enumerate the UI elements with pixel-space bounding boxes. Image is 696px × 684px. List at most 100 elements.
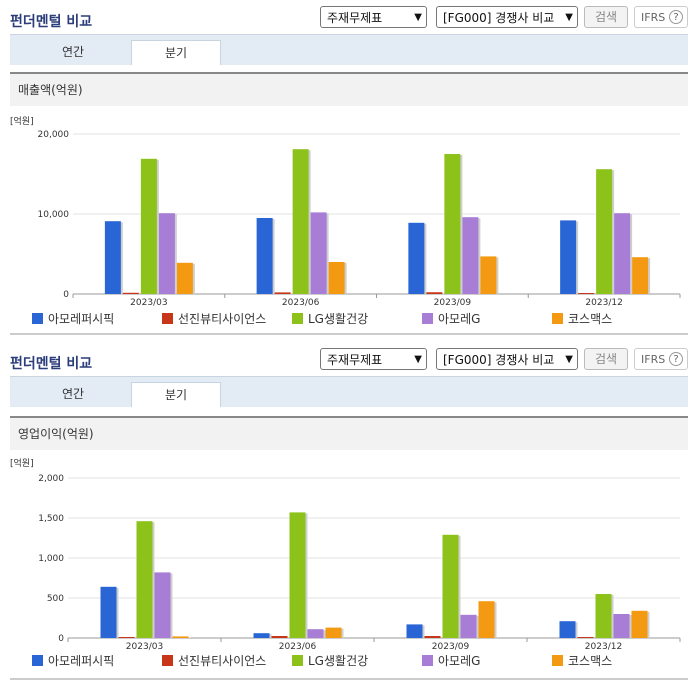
chart-panel-title: 매출액(억원) — [10, 74, 688, 106]
legend-label: 아모레G — [438, 654, 481, 668]
legend-swatch — [422, 313, 433, 324]
x-tick-label: 2023/03 — [126, 642, 163, 652]
bar — [631, 610, 648, 638]
y-tick-label: 500 — [47, 594, 64, 604]
chart-panel-title: 영업이익(억원) — [10, 418, 688, 450]
legend-label: 코스맥스 — [568, 654, 613, 668]
legend-swatch — [32, 313, 43, 324]
competitor-group-select[interactable]: [FG000] 경쟁사 비교 ▼ — [436, 348, 578, 370]
legend-item[interactable]: LG생활건강 — [292, 310, 368, 327]
bar — [271, 636, 288, 638]
ifrs-toggle[interactable]: IFRS ? — [634, 348, 688, 370]
y-axis-unit: [억원] — [10, 117, 34, 127]
legend-item[interactable]: LG생활건강 — [292, 652, 368, 669]
legend-item[interactable]: 아모레G — [422, 310, 480, 327]
bar — [614, 213, 631, 294]
x-tick-label: 2023/12 — [585, 298, 622, 308]
x-tick-label: 2023/06 — [279, 642, 317, 652]
competitor-group-value: [FG000] 경쟁사 비교 — [443, 353, 555, 367]
x-tick-label: 2023/09 — [434, 298, 472, 308]
help-icon[interactable]: ? — [669, 10, 683, 24]
bar — [176, 262, 193, 294]
bar — [104, 221, 121, 294]
legend-swatch — [422, 655, 433, 666]
legend-label: 아모레퍼시픽 — [48, 312, 115, 326]
bar — [158, 213, 175, 294]
statement-type-select[interactable]: 주재무제표 ▼ — [320, 6, 427, 28]
bar — [578, 293, 595, 294]
y-tick-label: 0 — [58, 634, 64, 644]
bar — [577, 637, 594, 638]
bar — [307, 629, 324, 638]
revenue-bar-chart: 0 10,000 20,000 2023/03 2023/06 2023/09 2023/1… — [38, 130, 681, 308]
y-tick-label: 10,000 — [38, 210, 70, 220]
x-tick-label: 2023/09 — [432, 642, 470, 652]
bar — [325, 627, 342, 638]
bar — [613, 614, 630, 638]
legend-item[interactable]: 아모레퍼시픽 — [32, 652, 114, 669]
x-tick-label: 2023/03 — [130, 298, 167, 308]
y-tick-label: 1,500 — [38, 514, 64, 524]
tab-quarterly[interactable]: 분기 — [131, 382, 221, 407]
legend-swatch — [162, 655, 173, 666]
ifrs-label: IFRS — [641, 353, 666, 366]
bar — [462, 217, 479, 294]
competitor-group-select[interactable]: [FG000] 경쟁사 비교 ▼ — [436, 6, 578, 28]
y-tick-label: 0 — [63, 290, 69, 300]
bar — [274, 292, 291, 294]
bar — [172, 636, 189, 638]
help-icon[interactable]: ? — [669, 352, 683, 366]
chart-panel: 영업이익(억원) — [10, 416, 688, 450]
section-divider — [10, 333, 688, 335]
tab-quarterly[interactable]: 분기 — [131, 40, 221, 65]
statement-type-value: 주재무제표 — [327, 353, 383, 367]
legend-swatch — [292, 313, 303, 324]
legend-item[interactable]: 선진뷰티사이언스 — [162, 652, 266, 669]
legend-item[interactable]: 코스맥스 — [552, 652, 612, 669]
section-title: 펀더멘털 비교 — [10, 14, 93, 30]
search-button[interactable]: 검색 — [584, 348, 628, 370]
legend-swatch — [292, 655, 303, 666]
legend-item[interactable]: 선진뷰티사이언스 — [162, 310, 266, 327]
chevron-down-icon: ▼ — [414, 12, 422, 23]
tab-annual[interactable]: 연간 — [61, 387, 85, 401]
bar — [328, 262, 345, 294]
bar — [253, 633, 270, 638]
bar — [256, 218, 273, 294]
chevron-down-icon: ▼ — [565, 12, 573, 23]
bar — [408, 222, 425, 294]
bar — [100, 586, 117, 638]
bar — [406, 624, 423, 638]
bar — [289, 512, 306, 638]
period-tabs: 연간 분기 — [10, 376, 688, 407]
legend-label: 아모레G — [438, 312, 481, 326]
bar — [118, 637, 135, 638]
ifrs-label: IFRS — [641, 11, 666, 24]
search-button[interactable]: 검색 — [584, 6, 628, 28]
y-tick-label: 2,000 — [38, 474, 64, 484]
fundamental-section-revenue: 펀더멘털 비교 주재무제표 ▼ [FG000] 경쟁사 비교 ▼ 검색 IFRS… — [0, 0, 696, 336]
bar — [122, 292, 139, 294]
bar — [140, 158, 157, 294]
chart-panel: 매출액(억원) — [10, 72, 688, 106]
bar — [480, 256, 497, 294]
bar — [310, 212, 327, 294]
ifrs-toggle[interactable]: IFRS ? — [634, 6, 688, 28]
legend-label: LG생활건강 — [308, 312, 369, 326]
legend-item[interactable]: 아모레퍼시픽 — [32, 310, 114, 327]
statement-type-value: 주재무제표 — [327, 11, 383, 25]
bar — [136, 521, 153, 638]
legend-label: LG생활건강 — [308, 654, 369, 668]
bar — [632, 257, 649, 294]
legend-item[interactable]: 코스맥스 — [552, 310, 612, 327]
legend-label: 선진뷰티사이언스 — [178, 654, 267, 668]
legend-item[interactable]: 아모레G — [422, 652, 480, 669]
tab-annual[interactable]: 연간 — [61, 45, 85, 59]
chevron-down-icon: ▼ — [414, 354, 422, 365]
x-tick-label: 2023/12 — [585, 642, 622, 652]
statement-type-select[interactable]: 주재무제표 ▼ — [320, 348, 427, 370]
legend-label: 코스맥스 — [568, 312, 613, 326]
legend-label: 아모레퍼시픽 — [48, 654, 115, 668]
fundamental-section-operating-profit: 펀더멘털 비교 주재무제표 ▼ [FG000] 경쟁사 비교 ▼ 검색 IFRS… — [0, 342, 696, 684]
bar — [426, 292, 443, 294]
